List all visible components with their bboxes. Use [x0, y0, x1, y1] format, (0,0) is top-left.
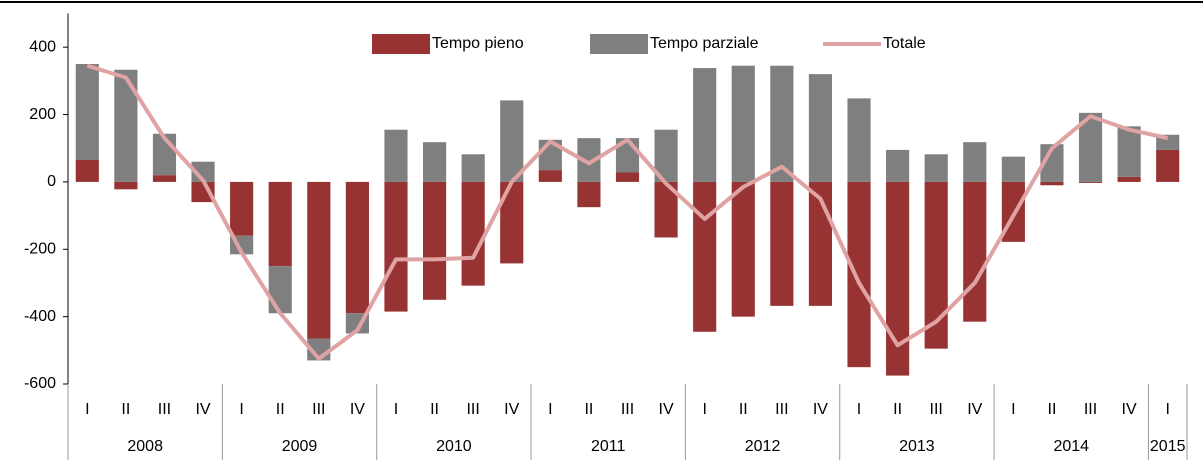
bar: [577, 181, 601, 208]
x-tick-label: IV: [195, 401, 210, 418]
bar: [1078, 112, 1103, 182]
bar: [963, 181, 987, 322]
bar: [654, 129, 678, 182]
bar: [1117, 126, 1141, 177]
bar: [886, 149, 910, 182]
x-tick-label: II: [276, 401, 285, 418]
x-tick-label: IV: [1122, 401, 1137, 418]
bar: [384, 129, 408, 182]
x-tick-label: II: [430, 401, 439, 418]
bar: [770, 181, 794, 306]
bar: [1078, 181, 1103, 183]
legend-swatch: [590, 34, 648, 54]
bar: [693, 181, 717, 332]
bar: [731, 181, 755, 317]
bar: [1156, 149, 1180, 182]
bar: [384, 181, 408, 312]
x-tick-label: II: [739, 401, 748, 418]
x-tick-label: III: [312, 401, 325, 418]
bar: [847, 98, 871, 182]
legend-label: Tempo parziale: [650, 35, 759, 52]
bar: [808, 74, 833, 182]
x-tick-label: IV: [504, 401, 519, 418]
bar: [963, 142, 987, 182]
bar: [500, 181, 524, 264]
bar: [1040, 144, 1064, 182]
group-label: 2011: [591, 438, 626, 455]
bar: [75, 160, 99, 182]
bar: [422, 181, 447, 300]
y-tick-label: -600: [24, 375, 56, 392]
bar: [1001, 156, 1025, 182]
bar: [1040, 181, 1064, 186]
group-label: 2012: [745, 438, 781, 455]
x-tick-label: III: [621, 401, 634, 418]
x-tick-label: III: [775, 401, 788, 418]
x-tick-label: II: [1048, 401, 1057, 418]
bar: [461, 154, 485, 182]
bar: [693, 68, 717, 182]
bar: [152, 175, 177, 182]
x-tick-label: I: [1011, 401, 1015, 418]
group-label: 2010: [436, 438, 472, 455]
bar: [114, 69, 138, 182]
bar: [770, 65, 794, 182]
bar: [615, 172, 640, 182]
bar: [847, 181, 871, 368]
x-tick-label: IV: [350, 401, 365, 418]
bar: [924, 181, 948, 349]
bar: [75, 64, 99, 161]
x-tick-label: I: [702, 401, 706, 418]
x-tick-label: I: [1165, 401, 1169, 418]
line: [86, 63, 1169, 361]
y-tick-label: 400: [29, 38, 56, 55]
x-tick-label: III: [158, 401, 171, 418]
group-label: 2014: [1053, 438, 1089, 455]
legend-label: Tempo pieno: [432, 35, 524, 52]
bar: [577, 138, 601, 182]
y-tick-label: 0: [47, 173, 56, 190]
x-tick-label: II: [121, 401, 130, 418]
bar: [268, 266, 292, 314]
x-tick-label: IV: [967, 401, 982, 418]
x-tick-label: I: [857, 401, 861, 418]
x-tick-label: III: [930, 401, 943, 418]
bar: [500, 100, 524, 182]
bar: [268, 181, 292, 267]
x-tick-label: I: [85, 401, 89, 418]
bar: [230, 181, 254, 236]
bar: [1117, 176, 1141, 182]
group-label: 2013: [899, 438, 935, 455]
y-tick-label: -200: [24, 240, 56, 257]
group-label: 2008: [127, 438, 163, 455]
x-tick-label: III: [1084, 401, 1097, 418]
bar: [422, 142, 447, 182]
x-tick-label: III: [466, 401, 479, 418]
y-tick-label: -400: [24, 308, 56, 325]
legend-swatch: [372, 34, 430, 54]
group-label: 2015: [1150, 438, 1186, 455]
x-tick-label: IV: [659, 401, 674, 418]
x-tick-label: I: [394, 401, 398, 418]
x-tick-label: IV: [813, 401, 828, 418]
x-tick-label: II: [584, 401, 593, 418]
bar: [538, 170, 562, 182]
bar: [307, 181, 331, 339]
y-tick-label: 200: [29, 106, 56, 123]
bar: [461, 181, 485, 286]
x-tick-label: II: [893, 401, 902, 418]
bar: [924, 154, 948, 182]
bar: [114, 181, 138, 190]
group-label: 2009: [282, 438, 318, 455]
x-tick-label: I: [548, 401, 552, 418]
x-tick-label: I: [239, 401, 243, 418]
bar: [886, 181, 910, 376]
bar: [731, 65, 755, 182]
bar: [345, 181, 369, 314]
bar: [654, 181, 678, 238]
legend-label: Totale: [883, 35, 926, 52]
